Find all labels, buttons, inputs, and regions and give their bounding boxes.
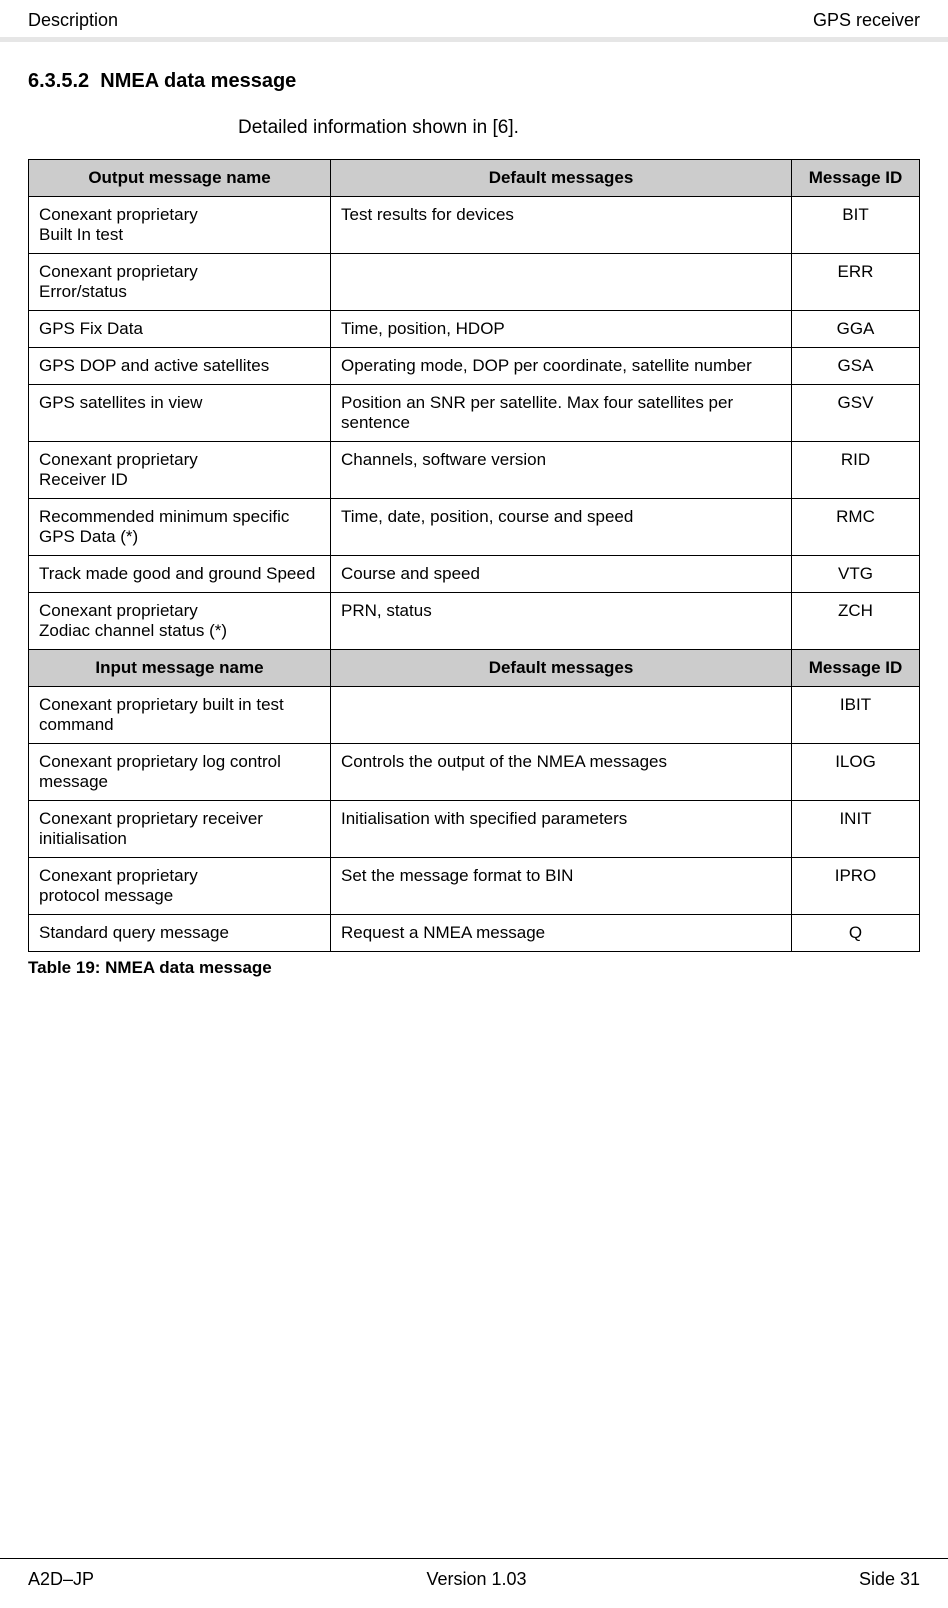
footer-left: A2D–JP [28, 1569, 94, 1590]
cell-id: RMC [792, 499, 920, 556]
intro-text: Detailed information shown in [6]. [238, 117, 920, 139]
cell-default: Set the message format to BIN [331, 858, 792, 915]
cell-name: Conexant proprietary Built In test [29, 197, 331, 254]
cell-id: Q [792, 915, 920, 952]
table-header-cell: Default messages [331, 160, 792, 197]
table-header-cell: Output message name [29, 160, 331, 197]
table-row: Conexant proprietary Receiver IDChannels… [29, 442, 920, 499]
table-row: Standard query messageRequest a NMEA mes… [29, 915, 920, 952]
cell-id: IPRO [792, 858, 920, 915]
section-title: NMEA data message [100, 70, 296, 92]
header-rule [0, 37, 948, 42]
cell-default: Initialisation with specified parameters [331, 801, 792, 858]
cell-id: GGA [792, 311, 920, 348]
section-heading: 6.3.5.2 NMEA data message [28, 70, 920, 93]
table-header-cell: Message ID [792, 650, 920, 687]
cell-name: Conexant proprietary Receiver ID [29, 442, 331, 499]
spacer [28, 978, 920, 1558]
footer-right: Side 31 [859, 1569, 920, 1590]
cell-default: Course and speed [331, 556, 792, 593]
cell-id: ZCH [792, 593, 920, 650]
table-row: Conexant proprietary Zodiac channel stat… [29, 593, 920, 650]
cell-name: Recommended minimum specific GPS Data (*… [29, 499, 331, 556]
header-right: GPS receiver [813, 10, 920, 31]
cell-name: Standard query message [29, 915, 331, 952]
cell-id: BIT [792, 197, 920, 254]
table-row: Conexant proprietary Error/status ERR [29, 254, 920, 311]
table-row: Recommended minimum specific GPS Data (*… [29, 499, 920, 556]
cell-default: Position an SNR per satellite. Max four … [331, 385, 792, 442]
header-left: Description [28, 10, 118, 31]
cell-default [331, 687, 792, 744]
cell-id: INIT [792, 801, 920, 858]
table-header-cell: Input message name [29, 650, 331, 687]
cell-id: VTG [792, 556, 920, 593]
cell-default: Request a NMEA message [331, 915, 792, 952]
cell-default: Channels, software version [331, 442, 792, 499]
table-header-row: Output message nameDefault messagesMessa… [29, 160, 920, 197]
cell-default: Test results for devices [331, 197, 792, 254]
table-header-row: Input message nameDefault messagesMessag… [29, 650, 920, 687]
cell-default: Operating mode, DOP per coordinate, sate… [331, 348, 792, 385]
table-row: GPS DOP and active satellitesOperating m… [29, 348, 920, 385]
cell-name: Conexant proprietary log control message [29, 744, 331, 801]
cell-name: Conexant proprietary Zodiac channel stat… [29, 593, 331, 650]
cell-name: Conexant proprietary receiver initialisa… [29, 801, 331, 858]
cell-name: Conexant proprietary built in test comma… [29, 687, 331, 744]
cell-name: Conexant proprietary Error/status [29, 254, 331, 311]
cell-id: IBIT [792, 687, 920, 744]
table-header-cell: Default messages [331, 650, 792, 687]
page-header: Description GPS receiver [28, 10, 920, 37]
table-row: Conexant proprietary Built In testTest r… [29, 197, 920, 254]
cell-name: GPS DOP and active satellites [29, 348, 331, 385]
cell-default: Time, date, position, course and speed [331, 499, 792, 556]
footer-center: Version 1.03 [426, 1569, 526, 1590]
table-header-cell: Message ID [792, 160, 920, 197]
table-row: Conexant proprietary protocol messageSet… [29, 858, 920, 915]
cell-name: Track made good and ground Speed [29, 556, 331, 593]
table-row: Conexant proprietary built in test comma… [29, 687, 920, 744]
table-row: Conexant proprietary receiver initialisa… [29, 801, 920, 858]
cell-name: Conexant proprietary protocol message [29, 858, 331, 915]
table-caption: Table 19: NMEA data message [28, 958, 920, 978]
page-footer: A2D–JP Version 1.03 Side 31 [28, 1559, 920, 1608]
cell-id: ILOG [792, 744, 920, 801]
cell-default: Controls the output of the NMEA messages [331, 744, 792, 801]
cell-default [331, 254, 792, 311]
section-number: 6.3.5.2 [28, 70, 89, 92]
table-row: Conexant proprietary log control message… [29, 744, 920, 801]
cell-default: PRN, status [331, 593, 792, 650]
cell-id: GSA [792, 348, 920, 385]
page: Description GPS receiver 6.3.5.2 NMEA da… [0, 0, 948, 1608]
cell-name: GPS Fix Data [29, 311, 331, 348]
cell-default: Time, position, HDOP [331, 311, 792, 348]
cell-name: GPS satellites in view [29, 385, 331, 442]
table-row: GPS satellites in viewPosition an SNR pe… [29, 385, 920, 442]
cell-id: RID [792, 442, 920, 499]
cell-id: ERR [792, 254, 920, 311]
nmea-table: Output message nameDefault messagesMessa… [28, 159, 920, 952]
cell-id: GSV [792, 385, 920, 442]
table-row: Track made good and ground SpeedCourse a… [29, 556, 920, 593]
table-row: GPS Fix DataTime, position, HDOPGGA [29, 311, 920, 348]
